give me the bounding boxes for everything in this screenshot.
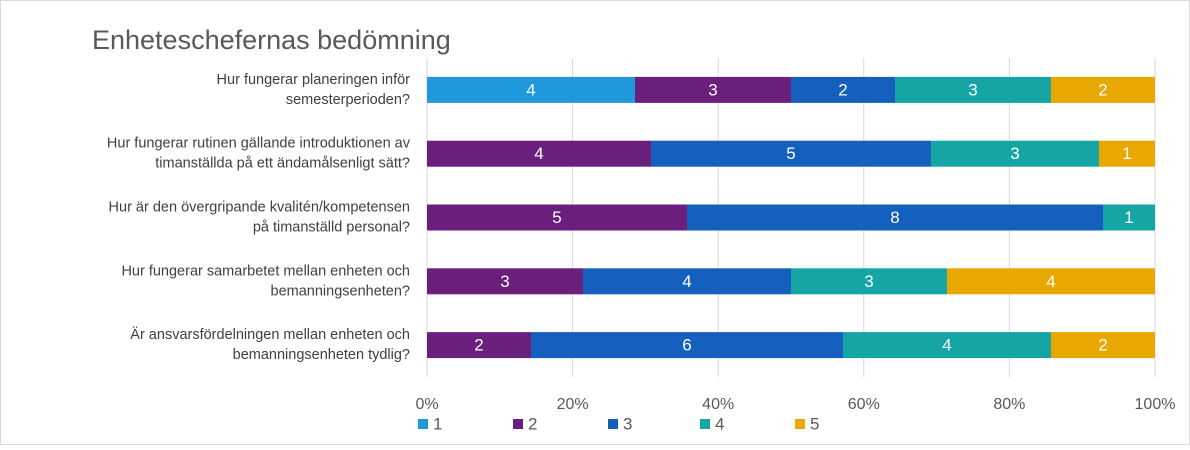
bar-segment bbox=[427, 76, 635, 103]
bar-segment bbox=[651, 140, 931, 167]
data-label: 2 bbox=[1098, 336, 1107, 355]
legend-swatch bbox=[795, 419, 805, 429]
bar-segment bbox=[427, 332, 531, 359]
data-label: 4 bbox=[942, 336, 951, 355]
data-label: 3 bbox=[500, 272, 509, 291]
bar-segment bbox=[427, 204, 687, 231]
bar-segment bbox=[1099, 140, 1155, 167]
bar-segment bbox=[843, 332, 1051, 359]
data-label: 3 bbox=[708, 80, 717, 99]
y-tick-label: Hur fungerar rutinen gällande introdukti… bbox=[107, 136, 411, 172]
bar-segment bbox=[791, 76, 895, 103]
data-label: 5 bbox=[786, 144, 795, 163]
x-tick-label: 100% bbox=[1135, 396, 1176, 413]
bar-segment bbox=[427, 140, 651, 167]
data-label: 4 bbox=[682, 272, 691, 291]
data-label: 1 bbox=[1124, 208, 1133, 227]
data-label: 4 bbox=[1046, 272, 1055, 291]
legend-swatch bbox=[700, 419, 710, 429]
bar-segment bbox=[895, 76, 1051, 103]
x-tick-label: 40% bbox=[702, 396, 734, 413]
legend-swatch bbox=[513, 419, 523, 429]
bar-segment bbox=[791, 268, 947, 295]
legend-swatch bbox=[418, 419, 428, 429]
x-tick-label: 20% bbox=[557, 396, 589, 413]
legend-label: 2 bbox=[528, 414, 537, 433]
data-label: 3 bbox=[968, 80, 977, 99]
data-label: 4 bbox=[526, 80, 535, 99]
data-label: 2 bbox=[1098, 80, 1107, 99]
bar-segment bbox=[531, 332, 843, 359]
bar-segment bbox=[687, 204, 1103, 231]
chart-title: Enheteschefernas bedömning bbox=[92, 25, 451, 55]
bar-segment bbox=[583, 268, 791, 295]
y-tick-label: Hur fungerar planeringen inför semesterpe… bbox=[217, 72, 411, 108]
bar-segment bbox=[635, 76, 791, 103]
x-tick-label: 80% bbox=[993, 396, 1025, 413]
data-label: 2 bbox=[474, 336, 483, 355]
data-label: 3 bbox=[1010, 144, 1019, 163]
y-tick-label: Hur fungerar samarbetet mellan enheten o… bbox=[121, 263, 410, 299]
data-label: 4 bbox=[534, 144, 543, 163]
legend-label: 5 bbox=[810, 414, 819, 433]
bar-segment bbox=[1051, 76, 1155, 103]
data-label: 6 bbox=[682, 336, 691, 355]
y-tick-label: Hur är den övergripande kvalitén/kompete… bbox=[109, 199, 410, 235]
x-tick-label: 0% bbox=[415, 396, 438, 413]
legend-label: 4 bbox=[715, 414, 724, 433]
bar-segment bbox=[947, 268, 1155, 295]
data-label: 5 bbox=[552, 208, 561, 227]
bar-segment bbox=[1051, 332, 1155, 359]
bar-segment bbox=[427, 268, 583, 295]
legend-label: 3 bbox=[623, 414, 632, 433]
legend-swatch bbox=[608, 419, 618, 429]
bar-segment bbox=[1103, 204, 1155, 231]
data-label: 2 bbox=[838, 80, 847, 99]
bar-segment bbox=[931, 140, 1099, 167]
x-tick-label: 60% bbox=[848, 396, 880, 413]
data-label: 1 bbox=[1122, 144, 1131, 163]
data-label: 3 bbox=[864, 272, 873, 291]
data-label: 8 bbox=[890, 208, 899, 227]
legend-label: 1 bbox=[433, 414, 442, 433]
y-tick-label: Är ansvarsfördelningen mellan enheten oc… bbox=[130, 326, 410, 363]
